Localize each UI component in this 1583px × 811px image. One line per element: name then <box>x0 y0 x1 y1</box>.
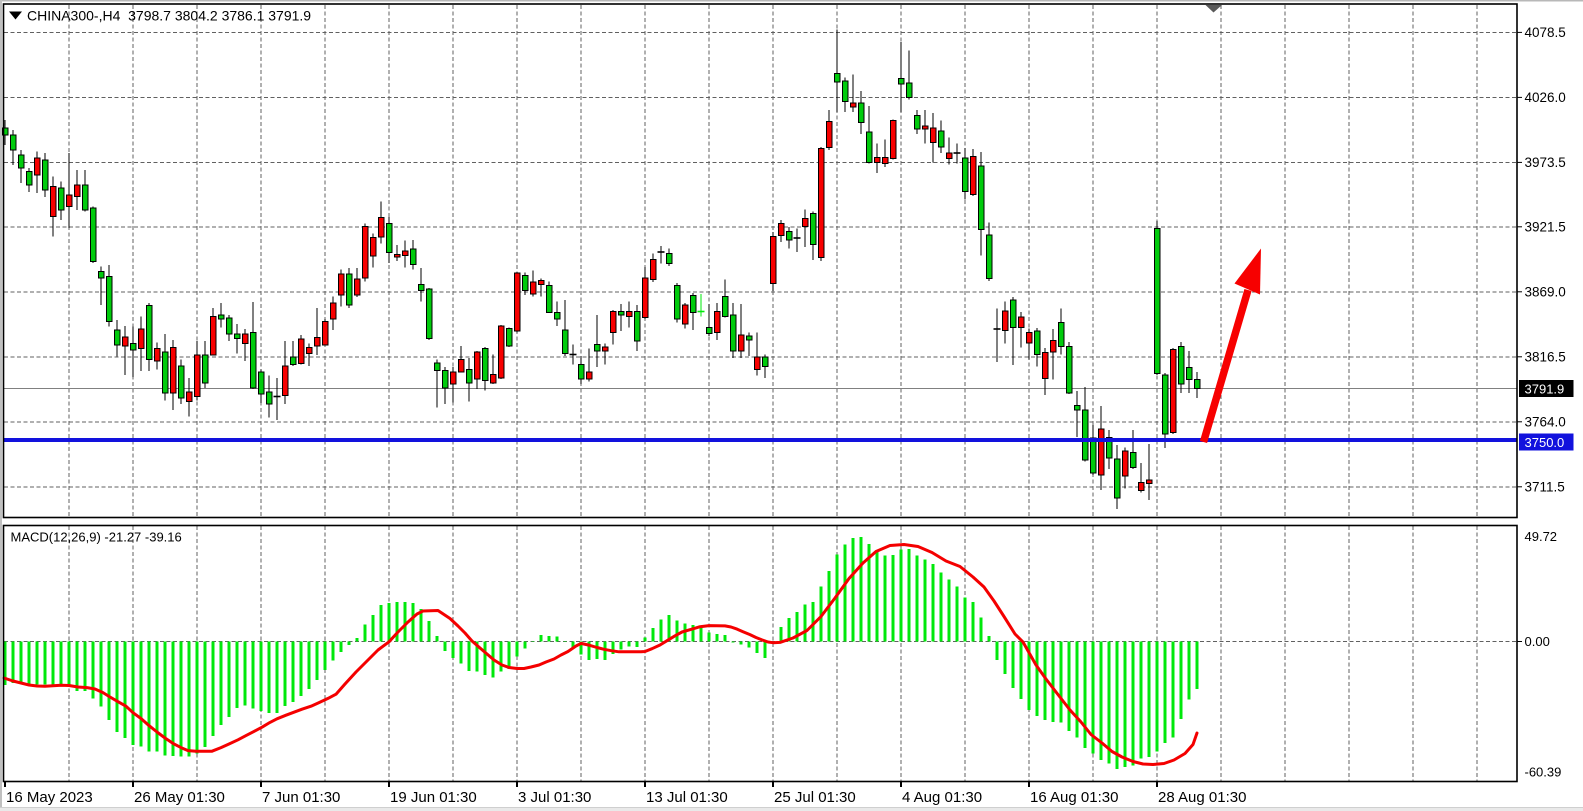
svg-text:3973.5: 3973.5 <box>1525 155 1566 170</box>
svg-text:3816.5: 3816.5 <box>1525 350 1566 365</box>
svg-text:3750.0: 3750.0 <box>1525 435 1565 450</box>
svg-text:4 Aug 01:30: 4 Aug 01:30 <box>902 789 982 806</box>
svg-text:4026.0: 4026.0 <box>1525 90 1566 105</box>
svg-text:3764.0: 3764.0 <box>1525 415 1566 430</box>
svg-text:13 Jul 01:30: 13 Jul 01:30 <box>646 789 728 806</box>
svg-text:3 Jul 01:30: 3 Jul 01:30 <box>518 789 591 806</box>
svg-text:MACD(12,26,9) -21.27 -39.16: MACD(12,26,9) -21.27 -39.16 <box>11 530 182 545</box>
svg-text:-60.39: -60.39 <box>1525 765 1562 780</box>
svg-text:49.72: 49.72 <box>1525 529 1558 544</box>
svg-text:19 Jun 01:30: 19 Jun 01:30 <box>390 789 477 806</box>
svg-text:0.00: 0.00 <box>1525 634 1550 649</box>
svg-text:4078.5: 4078.5 <box>1525 25 1566 40</box>
svg-text:25 Jul 01:30: 25 Jul 01:30 <box>774 789 856 806</box>
svg-text:3921.5: 3921.5 <box>1525 220 1566 235</box>
svg-text:3869.0: 3869.0 <box>1525 285 1566 300</box>
svg-text:CHINA300-,H4 3798.7 3804.2 37: CHINA300-,H4 3798.7 3804.2 3786.1 3791.9 <box>27 8 311 24</box>
svg-text:26 May 01:30: 26 May 01:30 <box>134 789 225 806</box>
svg-text:16 May 2023: 16 May 2023 <box>6 789 93 806</box>
svg-text:3791.9: 3791.9 <box>1525 381 1565 396</box>
svg-text:3711.5: 3711.5 <box>1525 480 1565 495</box>
svg-text:16 Aug 01:30: 16 Aug 01:30 <box>1030 789 1118 806</box>
svg-text:7 Jun 01:30: 7 Jun 01:30 <box>262 789 340 806</box>
svg-text:28 Aug 01:30: 28 Aug 01:30 <box>1158 789 1246 806</box>
